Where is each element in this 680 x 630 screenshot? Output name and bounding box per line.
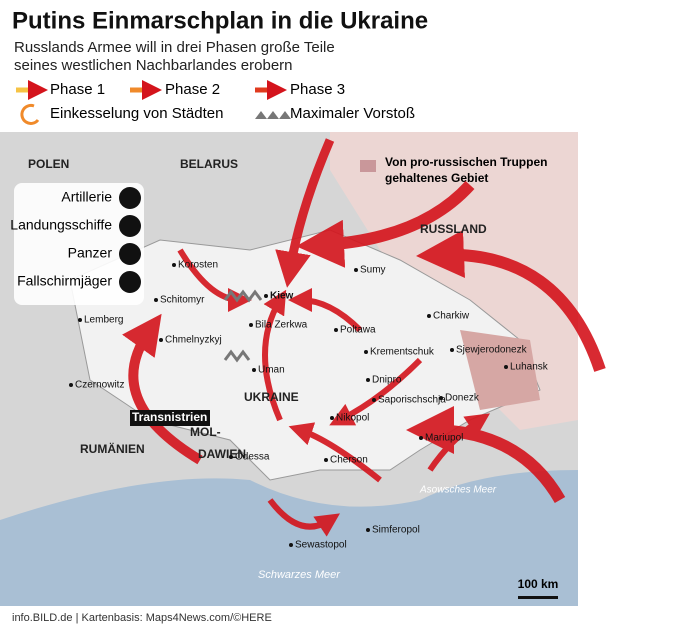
city-dot xyxy=(249,323,253,327)
city-label: Korosten xyxy=(178,260,218,271)
city-label: Lemberg xyxy=(84,315,123,326)
city-dot xyxy=(372,398,376,402)
held-area xyxy=(460,330,540,410)
unit-icon xyxy=(119,271,141,293)
unit-label: Landungsschiffe xyxy=(10,217,112,233)
city-dot xyxy=(289,543,293,547)
city-dot xyxy=(330,416,334,420)
city-dot xyxy=(69,383,73,387)
city-label: Donezk xyxy=(445,393,480,404)
legend-label: Einkesselung von Städten xyxy=(50,105,223,122)
country-label: BELARUS xyxy=(180,157,238,171)
city-dot xyxy=(324,458,328,462)
city-dot xyxy=(252,368,256,372)
region-label: Transnistrien xyxy=(132,410,207,424)
city-label: Krementschuk xyxy=(370,347,435,358)
unit-label: Panzer xyxy=(68,245,113,261)
held-label: Von pro-russischen Truppen xyxy=(385,155,547,169)
city-label: Simferopol xyxy=(372,525,420,536)
legend-label: Phase 1 xyxy=(50,81,105,98)
city-dot xyxy=(229,455,233,459)
city-dot xyxy=(159,338,163,342)
held-label: gehaltenes Gebiet xyxy=(385,171,488,185)
city-label: Saporischschja xyxy=(378,395,446,406)
city-label: Nikopol xyxy=(336,413,369,424)
city-dot xyxy=(427,314,431,318)
country-label: RUSSLAND xyxy=(420,222,487,236)
city-label: Uman xyxy=(258,365,285,376)
city-dot xyxy=(364,350,368,354)
unit-label: Artillerie xyxy=(61,189,112,205)
region-label: Asowsches Meer xyxy=(419,485,497,496)
city-label: Czernowitz xyxy=(75,380,124,391)
city-dot xyxy=(334,328,338,332)
city-label: Sewastopol xyxy=(295,540,347,551)
legend-label: Phase 2 xyxy=(165,81,220,98)
city-label: Dnipro xyxy=(372,375,402,386)
city-dot xyxy=(172,263,176,267)
city-dot xyxy=(354,268,358,272)
scale-bar xyxy=(518,596,558,599)
unit-icon xyxy=(119,187,141,209)
city-label: Luhansk xyxy=(510,362,549,373)
unit-icon xyxy=(119,215,141,237)
city-label: Odessa xyxy=(235,452,270,463)
city-label: Schitomyr xyxy=(160,295,205,306)
city-label: Charkiw xyxy=(433,311,470,322)
city-label: Chmelnyzkyj xyxy=(165,335,222,346)
subtitle: Russlands Armee will in drei Phasen groß… xyxy=(14,39,335,56)
country-label: MOL- xyxy=(190,425,221,439)
legend-swatch xyxy=(20,103,40,125)
city-label: Kiew xyxy=(270,291,294,302)
city-dot xyxy=(366,528,370,532)
city-dot xyxy=(78,318,82,322)
legend: Phase 1 Phase 2 Phase 3 Einkesselung von… xyxy=(16,80,415,125)
city-dot xyxy=(504,365,508,369)
scale-label: 100 km xyxy=(518,577,559,591)
country-label: DAWIEN xyxy=(198,447,246,461)
transnistrien-box xyxy=(130,410,210,426)
country-label: POLEN xyxy=(28,157,69,171)
footer: info.BILD.de | Kartenbasis: Maps4News.co… xyxy=(12,612,272,624)
city-dot xyxy=(154,298,158,302)
country-label: UKRAINE xyxy=(244,390,299,404)
unit-icon xyxy=(119,243,141,265)
city-dot xyxy=(450,348,454,352)
city-label: Sumy xyxy=(360,265,386,276)
city-dot xyxy=(439,396,443,400)
title: Putins Einmarschplan in die Ukraine xyxy=(12,7,428,34)
legend-swatch xyxy=(255,111,291,119)
city-dot xyxy=(264,294,268,298)
legend-label: Phase 3 xyxy=(290,81,345,98)
city-label: Cherson xyxy=(330,455,368,466)
city-label: Poltawa xyxy=(340,325,376,336)
unit-label: Fallschirmjäger xyxy=(17,273,112,289)
region-label: Schwarzes Meer xyxy=(258,569,341,581)
city-label: Mariupol xyxy=(425,433,463,444)
arrows xyxy=(122,138,606,537)
sea xyxy=(0,470,578,606)
legend-label: Maximaler Vorstoß xyxy=(290,105,415,122)
city-label: Bila Zerkwa xyxy=(255,320,308,331)
units-box xyxy=(14,183,144,305)
map: Von pro-russischen Truppen gehaltenes Ge… xyxy=(0,132,606,606)
city-dot xyxy=(366,378,370,382)
city-label: Sjewjerodonezk xyxy=(456,345,528,356)
city-dot xyxy=(419,436,423,440)
max-advance xyxy=(223,289,263,363)
subtitle: seines westlichen Nachbarlandes erobern xyxy=(14,57,293,74)
country-label: RUMÄNIEN xyxy=(80,441,145,456)
held-swatch xyxy=(360,160,376,172)
